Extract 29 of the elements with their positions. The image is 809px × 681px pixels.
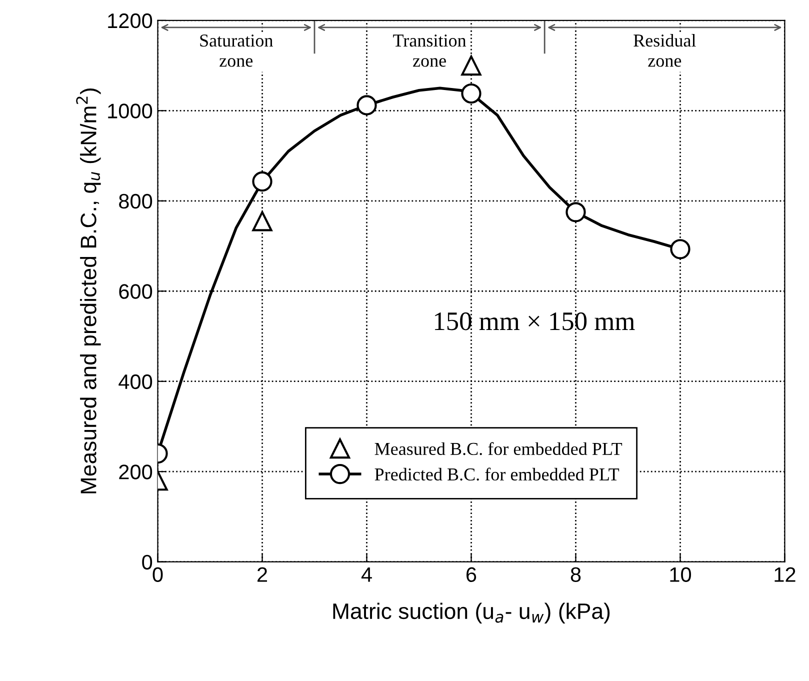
x-tick-label: 8 bbox=[570, 567, 581, 582]
point bbox=[461, 83, 482, 104]
point bbox=[252, 171, 272, 192]
y-tick-label: 400 bbox=[118, 374, 152, 390]
annotation: 150 mm × 150 mm bbox=[434, 312, 635, 330]
point bbox=[252, 211, 272, 232]
x-tick-label: 0 bbox=[152, 567, 163, 582]
x-tick-label: 10 bbox=[670, 567, 692, 582]
annotation: Residual zone bbox=[634, 34, 696, 67]
y-axis-title: Measured and predicted B.C., q$_{u}$ (kN/m$^{2}$) bbox=[76, 88, 101, 494]
legend-label: Predicted B.C. for embedded PLT bbox=[374, 468, 620, 481]
annotation: Transition zone bbox=[393, 34, 466, 67]
point bbox=[356, 95, 377, 116]
point bbox=[566, 202, 586, 222]
y-tick-label: 800 bbox=[119, 194, 152, 209]
point bbox=[461, 55, 482, 76]
legend-label: Measured B.C. for embedded PLT bbox=[374, 442, 622, 456]
y-tick-label: 1200 bbox=[108, 13, 152, 28]
x-tick-label: 12 bbox=[774, 567, 796, 582]
x-tick-label: 6 bbox=[466, 567, 476, 582]
x-tick-label: 2 bbox=[258, 567, 267, 582]
annotation: Saturation zone bbox=[200, 34, 273, 67]
y-tick-label: 1000 bbox=[108, 104, 152, 118]
x-axis-title: Matric suction (u$_{a}$- u$_{w}$) (kPa) bbox=[333, 602, 610, 624]
x-tick-label: 4 bbox=[361, 567, 372, 582]
y-tick-label: 200 bbox=[119, 464, 152, 480]
y-tick-label: 0 bbox=[142, 554, 152, 570]
point bbox=[670, 239, 690, 260]
y-tick-label: 600 bbox=[119, 284, 152, 299]
